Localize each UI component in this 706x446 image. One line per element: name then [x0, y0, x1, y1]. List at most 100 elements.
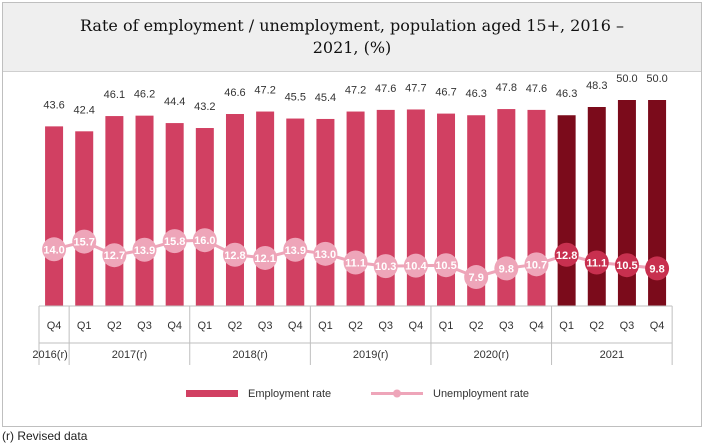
unemployment-point: [614, 253, 639, 278]
employment-bar: [346, 111, 365, 306]
unemployment-point: [253, 245, 278, 270]
unemployment-value-label: 15.8: [164, 236, 185, 248]
unemployment-point: [524, 252, 549, 277]
employment-bar: [105, 116, 124, 307]
unemployment-value-label: 10.4: [405, 261, 427, 273]
legend-label-unemployment: Unemployment rate: [433, 388, 529, 400]
unemployment-point: [373, 254, 398, 279]
footnote: (r) Revised data: [2, 429, 88, 443]
employment-value-label: 46.2: [134, 89, 155, 101]
legend-swatch-employment: [186, 390, 238, 397]
quarter-tick-label: Q1: [197, 320, 212, 332]
employment-bar: [135, 115, 154, 306]
unemployment-value-label: 15.7: [74, 237, 95, 249]
quarter-tick-label: Q1: [439, 320, 454, 332]
quarter-tick-label: Q1: [318, 320, 333, 332]
chart-svg: 43.6 42.4 46.1 46.2 44.4 43.2 46.6 47.2 45.5 45.4…: [32, 73, 673, 400]
quarter-tick-label: Q3: [137, 320, 152, 332]
employment-bar: [557, 115, 576, 306]
unemployment-value-label: 7.9: [469, 272, 484, 284]
quarter-tick-label: Q4: [650, 320, 665, 332]
quarter-tick-label: Q1: [559, 320, 574, 332]
employment-value-label: 47.2: [254, 85, 275, 97]
employment-value-label: 50.0: [646, 73, 667, 85]
unemployment-point: [403, 253, 428, 278]
unemployment-value-label: 16.0: [194, 235, 215, 247]
quarter-tick-label: Q4: [529, 320, 544, 332]
quarter-tick-label: Q4: [47, 320, 62, 332]
employment-value-label: 46.1: [104, 89, 125, 101]
employment-value-label: 42.4: [74, 104, 95, 116]
employment-bar: [165, 123, 184, 307]
quarter-tick-label: Q2: [348, 320, 363, 332]
unemployment-value-label: 10.7: [526, 259, 547, 271]
unemployment-point: [343, 250, 368, 275]
employment-bar: [75, 131, 94, 306]
quarter-tick-label: Q3: [620, 320, 635, 332]
unemployment-value-label: 13.9: [285, 245, 306, 257]
unemployment-value-label: 10.3: [375, 261, 396, 273]
unemployment-point: [554, 242, 579, 267]
employment-bar: [527, 109, 546, 306]
unemployment-value-label: 11.1: [586, 257, 607, 269]
quarter-tick-label: Q3: [499, 320, 514, 332]
unemployment-value-label: 14.0: [43, 244, 64, 256]
unemployment-value-label: 12.7: [104, 250, 125, 262]
unemployment-point: [72, 229, 97, 254]
employment-value-label: 45.5: [285, 92, 306, 104]
unemployment-value-label: 9.8: [499, 263, 514, 275]
employment-value-label: 44.4: [164, 96, 185, 108]
quarter-tick-label: Q2: [228, 320, 243, 332]
year-group-label: 2020(r): [474, 349, 509, 361]
employment-value-label: 45.4: [315, 92, 336, 104]
employment-value-label: 50.0: [616, 73, 637, 85]
employment-value-label: 47.8: [496, 82, 517, 94]
employment-value-label: 48.3: [586, 80, 607, 92]
unemployment-value-label: 10.5: [616, 260, 637, 272]
employment-value-label: 46.7: [435, 87, 456, 99]
unemployment-value-label: 10.5: [435, 260, 456, 272]
unemployment-value-label: 12.1: [254, 253, 275, 265]
employment-bar: [286, 118, 305, 306]
quarter-tick-label: Q4: [167, 320, 182, 332]
unemployment-point: [222, 242, 247, 267]
unemployment-value-label: 9.8: [649, 263, 664, 275]
title-box: Rate of employment / unemployment, popul…: [3, 3, 701, 72]
employment-value-label: 43.6: [43, 99, 64, 111]
employment-bar: [497, 109, 516, 307]
unemployment-point: [162, 229, 187, 254]
year-group-label: 2019(r): [353, 349, 388, 361]
employment-value-label: 47.7: [405, 82, 426, 94]
employment-bar: [316, 118, 335, 307]
unemployment-value-label: 13.9: [134, 245, 155, 257]
quarter-tick-label: Q4: [409, 320, 424, 332]
unemployment-point: [132, 237, 157, 262]
employment-bar: [648, 100, 667, 306]
unemployment-point: [434, 253, 459, 278]
employment-value-label: 47.6: [526, 83, 547, 95]
unemployment-value-label: 13.0: [315, 249, 336, 261]
quarter-tick-label: Q4: [288, 320, 303, 332]
quarter-tick-label: Q1: [77, 320, 92, 332]
unemployment-point: [494, 256, 519, 281]
unemployment-value-label: 12.8: [556, 250, 577, 262]
employment-bar: [587, 107, 606, 306]
employment-value-label: 46.6: [224, 87, 245, 99]
unemployment-point: [192, 228, 217, 253]
employment-bar: [256, 111, 275, 306]
legend-marker-unemployment: [393, 389, 401, 398]
chart-frame: Rate of employment / unemployment, popul…: [2, 2, 702, 427]
quarter-tick-label: Q2: [469, 320, 484, 332]
quarter-tick-label: Q2: [107, 320, 122, 332]
employment-value-label: 47.6: [375, 83, 396, 95]
legend-label-employment: Employment rate: [248, 388, 331, 400]
employment-bar: [467, 115, 486, 306]
unemployment-point: [584, 250, 609, 275]
quarter-tick-label: Q3: [258, 320, 273, 332]
employment-value-label: 47.2: [345, 85, 366, 97]
year-group-label: 2021: [600, 349, 624, 361]
employment-bar: [225, 114, 244, 307]
employment-value-label: 46.3: [556, 88, 577, 100]
quarter-tick-label: Q3: [378, 320, 393, 332]
employment-value-label: 43.2: [194, 101, 215, 113]
